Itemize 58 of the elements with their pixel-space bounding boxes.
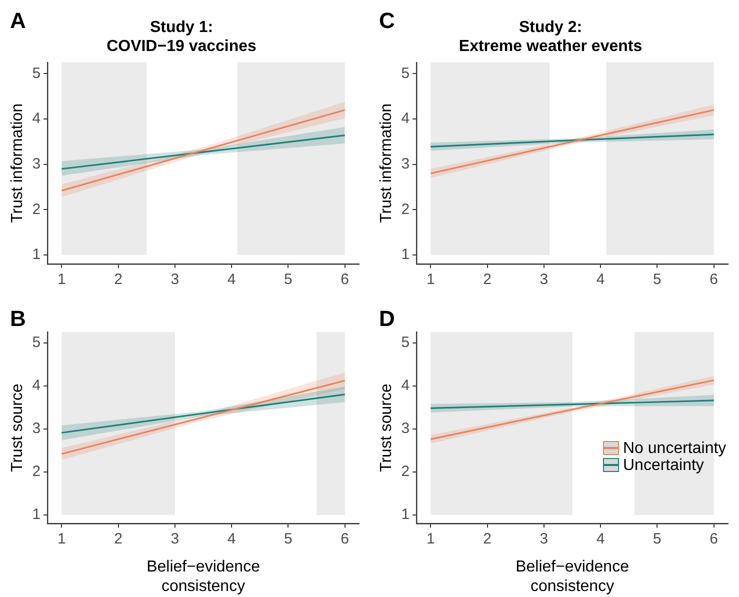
text: A [10,8,26,34]
y-tick-label: 3 [401,155,410,172]
x-tick-label: 2 [114,530,122,548]
x-tick-label: 2 [483,271,492,288]
y-tick-label: 2 [401,200,410,218]
text: B [10,306,26,332]
y-tick-label: 3 [32,420,41,438]
y-tick-label: 5 [32,334,41,351]
y-axis-title: Trust information [9,103,26,223]
x-tick-label: 4 [596,271,605,288]
y-tick-label: 4 [32,110,41,128]
y-tick-label: 1 [401,506,410,524]
legend-label: Uncertainty [623,456,704,474]
chart-title: Study 1: COVID−19 vaccines [106,19,257,56]
x-tick-label: 2 [483,530,492,548]
x-tick-label: 3 [540,530,548,548]
x-axis-title: Belief−evidence consistency [516,558,630,595]
x-tick-label: 6 [340,530,350,548]
x-tick-label: 3 [170,271,180,288]
y-tick-label: 4 [401,110,410,128]
x-tick-label: 5 [653,530,662,548]
legend-label: No uncertainty [623,440,726,457]
y-tick-label: 2 [32,463,41,480]
y-axis-title: Trust information [378,103,396,223]
y-tick-label: 1 [32,246,41,264]
x-tick-label: 1 [426,530,435,548]
x-tick-label: 5 [284,530,292,548]
y-tick-label: 5 [32,64,41,82]
x-tick-label: 4 [596,530,605,548]
y-tick-label: 4 [401,376,410,394]
y-tick-label: 3 [401,420,410,438]
x-tick-label: 4 [227,271,236,288]
x-tick-label: 5 [284,271,292,288]
x-tick-label: 5 [653,271,662,288]
y-tick-label: 2 [32,200,41,218]
x-tick-label: 2 [114,271,122,288]
x-tick-label: 6 [340,271,350,288]
x-tick-label: 1 [426,271,435,288]
x-tick-label: 3 [540,271,548,288]
y-tick-label: 2 [401,463,410,480]
y-tick-label: 5 [401,64,410,82]
x-tick-label: 6 [710,271,718,288]
x-tick-label: 3 [170,530,180,548]
x-tick-label: 4 [227,530,236,548]
x-tick-label: 6 [710,530,718,548]
x-tick-label: 1 [58,530,66,548]
y-tick-label: 4 [32,376,41,394]
y-tick-label: 3 [32,155,41,172]
text: C [379,8,395,34]
y-tick-label: 1 [401,246,410,264]
y-tick-label: 5 [401,334,410,351]
chart-title: Study 2: Extreme weather events [458,19,642,56]
y-axis-title: Trust source [9,384,26,472]
y-axis-title: Trust source [378,384,396,472]
y-tick-label: 1 [32,506,41,524]
text: D [379,306,395,332]
x-axis-title: Belief−evidence consistency [146,558,260,595]
x-tick-label: 1 [58,271,66,288]
